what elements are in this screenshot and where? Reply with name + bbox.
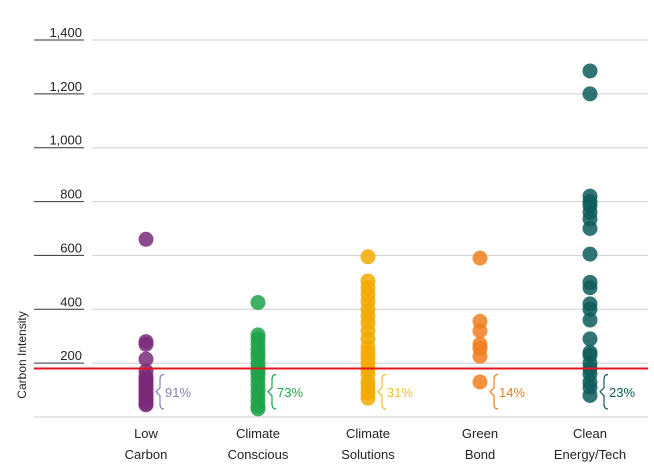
percentage-label: 14%: [499, 385, 525, 400]
category-label-line1: Climate: [236, 426, 280, 441]
y-tick-label: 400: [60, 294, 82, 309]
percentage-bracket: [155, 373, 165, 410]
y-tick-label: 1,000: [49, 133, 82, 148]
y-axis-label: Carbon Intensity: [15, 311, 29, 398]
data-point: [472, 374, 488, 390]
y-tick-label: 600: [60, 240, 82, 255]
percentage-label: 73%: [277, 385, 303, 400]
series-points: [250, 295, 266, 417]
data-point: [582, 63, 598, 79]
series-points: [360, 249, 376, 406]
data-point: [250, 401, 266, 417]
category-label-line2: Bond: [465, 447, 495, 462]
gridlines: [34, 39, 648, 418]
percentage-label: 31%: [387, 385, 413, 400]
data-point: [138, 231, 154, 247]
x-axis-category-labels: Low Carbon Climate Conscious Climate Solution…: [125, 426, 626, 462]
data-point: [582, 387, 598, 403]
data-point: [582, 221, 598, 236]
series-points: [138, 231, 154, 413]
data-point: [582, 301, 598, 317]
percentage-bracket: [267, 373, 277, 410]
data-point: [138, 397, 154, 413]
data-point: [360, 249, 376, 265]
data-point: [138, 336, 154, 352]
y-tick-label: 1,200: [49, 79, 82, 94]
category-label-line1: Green: [462, 426, 498, 441]
percentage-bracket: [377, 373, 387, 410]
series-points: [582, 63, 598, 403]
percentage-bracket: [599, 373, 609, 410]
data-point: [472, 348, 488, 364]
data-point: [250, 295, 266, 311]
data-point: [582, 331, 598, 347]
percentage-bracket: [489, 373, 499, 410]
data-point: [582, 312, 598, 328]
category-label-line1: Climate: [346, 426, 390, 441]
data-point: [582, 280, 598, 296]
data-point: [582, 86, 598, 102]
y-tick-label: 800: [60, 187, 82, 202]
percentage-label: 23%: [609, 385, 635, 400]
data-point: [472, 250, 488, 266]
y-tick-label: 200: [60, 348, 82, 363]
category-label-line1: Low: [134, 426, 158, 441]
percentage-label: 91%: [165, 385, 191, 400]
data-point: [582, 246, 598, 262]
data-point: [472, 323, 488, 339]
category-label-line2: Energy/Tech: [554, 447, 626, 462]
y-tick-label: 1,400: [49, 25, 82, 40]
data-point: [138, 351, 154, 367]
category-label-line2: Conscious: [228, 447, 289, 462]
y-axis-tick-labels: 200 400 600 800 1,000 1,200 1,400: [49, 25, 82, 363]
data-point: [360, 390, 376, 406]
category-label-line1: Clean: [573, 426, 607, 441]
percentage-brackets: 91% 73% 31% 14% 23%: [155, 373, 635, 410]
series-points: [472, 250, 488, 390]
category-label-line2: Carbon: [125, 447, 168, 462]
category-label-line2: Solutions: [341, 447, 395, 462]
